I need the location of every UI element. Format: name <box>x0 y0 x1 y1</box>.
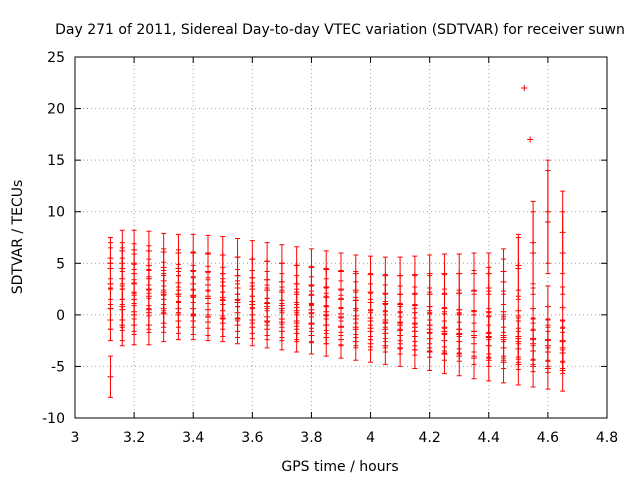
y-tick-label: 10 <box>47 205 65 221</box>
data-point <box>160 289 167 296</box>
data-point <box>278 319 285 326</box>
data-point <box>397 327 404 334</box>
y-tick-label: -5 <box>51 359 65 375</box>
outlier-point <box>521 84 528 91</box>
data-point <box>160 310 167 317</box>
x-tick-label: 4.6 <box>537 430 559 446</box>
data-point <box>515 335 522 342</box>
data-point <box>411 328 418 335</box>
data-point <box>559 304 566 311</box>
data-point <box>426 329 433 336</box>
series-8 <box>107 287 566 363</box>
data-point <box>219 314 226 321</box>
y-tick-label: 15 <box>47 153 65 169</box>
series-2 <box>107 159 566 315</box>
data-point <box>107 305 114 312</box>
data-point <box>367 325 374 332</box>
x-tick-label: 3.2 <box>123 430 145 446</box>
data-point <box>544 303 551 310</box>
x-tick-label: 3.4 <box>182 430 204 446</box>
y-tick-label: 25 <box>47 50 65 66</box>
data-point <box>131 280 138 287</box>
axis-ticks: 3 3.2 3.4 3.6 3.8 4 4.2 4.4 4.6 4.8 -10 -5 0 5 10 15 20 2… <box>42 50 618 446</box>
outliers <box>521 84 534 143</box>
outlier-point <box>527 136 534 143</box>
x-tick-label: 3.6 <box>241 430 263 446</box>
data-point <box>559 249 566 256</box>
data-point <box>500 334 507 341</box>
data-point <box>485 333 492 340</box>
data-point <box>352 324 359 331</box>
data-point <box>107 373 114 380</box>
data-point <box>530 336 537 343</box>
y-axis-label: SDTVAR / TECUs <box>10 180 26 295</box>
data-point <box>293 320 300 327</box>
x-tick-label: 4 <box>366 430 375 446</box>
series-1 <box>107 169 566 297</box>
data-point <box>544 208 551 215</box>
series-4 <box>107 275 566 362</box>
y-tick-label: -10 <box>42 411 65 427</box>
data-point <box>323 322 330 329</box>
data-point <box>119 275 126 282</box>
series-3 <box>107 242 566 333</box>
data-point <box>308 321 315 328</box>
x-tick-label: 3 <box>71 430 80 446</box>
x-axis-label: GPS time / hours <box>281 459 398 475</box>
data-point <box>119 306 126 313</box>
grid <box>75 57 607 418</box>
data-point <box>559 338 566 345</box>
series-5 <box>107 289 566 398</box>
data-point <box>264 318 271 325</box>
x-tick-label: 4.8 <box>596 430 618 446</box>
plot-frame <box>74 56 608 419</box>
data-point <box>190 312 197 319</box>
data-point <box>500 308 507 315</box>
chart-title: Day 271 of 2011, Sidereal Day-to-day VTE… <box>55 22 625 38</box>
y-tick-label: 20 <box>47 102 65 118</box>
data-point <box>456 331 463 338</box>
data-point <box>544 337 551 344</box>
data-point <box>338 323 344 330</box>
data-layer <box>107 84 566 398</box>
data-point <box>145 309 152 316</box>
data-point <box>485 285 492 292</box>
data-point <box>441 330 448 337</box>
data-point <box>131 308 138 315</box>
x-tick-label: 4.4 <box>478 430 500 446</box>
data-point <box>107 280 114 287</box>
y-tick-label: 0 <box>56 308 65 324</box>
data-point <box>500 278 507 285</box>
x-tick-label: 3.8 <box>300 430 322 446</box>
series-7 <box>107 257 566 369</box>
data-point <box>515 307 522 314</box>
data-point <box>382 326 389 333</box>
x-tick-label: 4.2 <box>419 430 441 446</box>
data-point <box>234 315 241 322</box>
data-point <box>249 317 256 324</box>
data-point <box>471 332 477 339</box>
y-tick-label: 5 <box>56 256 65 272</box>
data-point <box>515 265 522 272</box>
data-point <box>145 286 152 293</box>
data-point <box>205 313 211 320</box>
data-point <box>175 311 182 318</box>
data-point <box>530 305 537 312</box>
data-point <box>530 239 537 246</box>
